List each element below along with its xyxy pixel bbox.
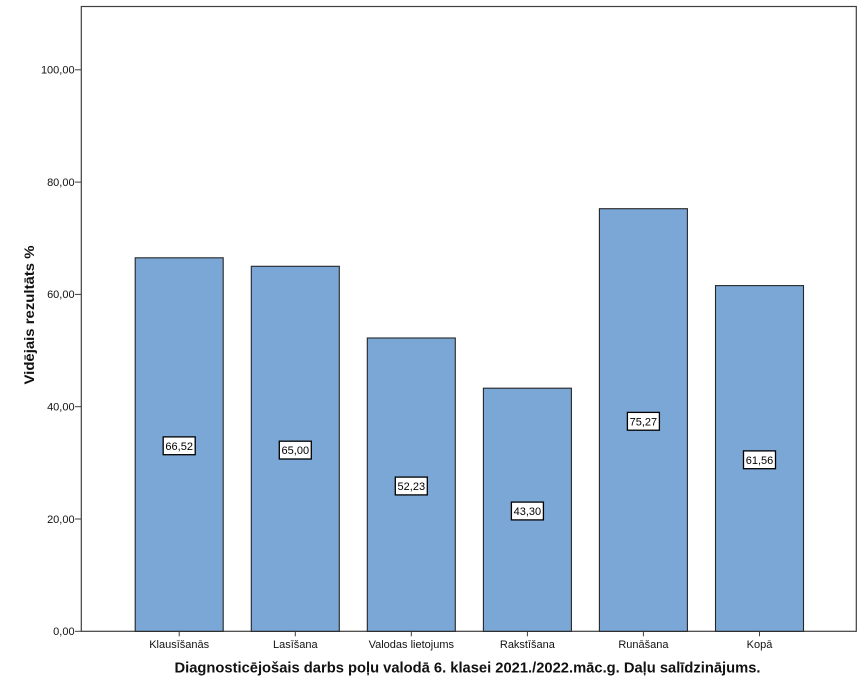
svg-text:75,27: 75,27 (630, 416, 658, 428)
svg-text:0,00: 0,00 (53, 626, 74, 638)
svg-text:52,23: 52,23 (398, 481, 426, 493)
svg-text:Lasīšana: Lasīšana (273, 639, 319, 651)
svg-text:Rakstīšana: Rakstīšana (500, 639, 556, 651)
svg-text:Klausīšanās: Klausīšanās (149, 639, 209, 651)
svg-text:Diagnosticējošais darbs poļu v: Diagnosticējošais darbs poļu valodā 6. k… (175, 660, 761, 676)
svg-text:61,56: 61,56 (746, 455, 774, 467)
svg-text:Runāšana: Runāšana (618, 639, 669, 651)
svg-text:20,00: 20,00 (47, 514, 75, 526)
svg-text:66,52: 66,52 (165, 441, 193, 453)
svg-text:100,00: 100,00 (41, 65, 75, 77)
svg-text:80,00: 80,00 (47, 177, 75, 189)
svg-text:Vidējais rezultāts %: Vidējais rezultāts % (21, 245, 37, 385)
svg-text:60,00: 60,00 (47, 289, 75, 301)
svg-text:40,00: 40,00 (47, 402, 75, 414)
svg-text:43,30: 43,30 (514, 506, 542, 518)
svg-text:65,00: 65,00 (282, 445, 310, 457)
svg-text:Kopā: Kopā (747, 639, 774, 651)
svg-text:Valodas lietojums: Valodas lietojums (369, 639, 455, 651)
